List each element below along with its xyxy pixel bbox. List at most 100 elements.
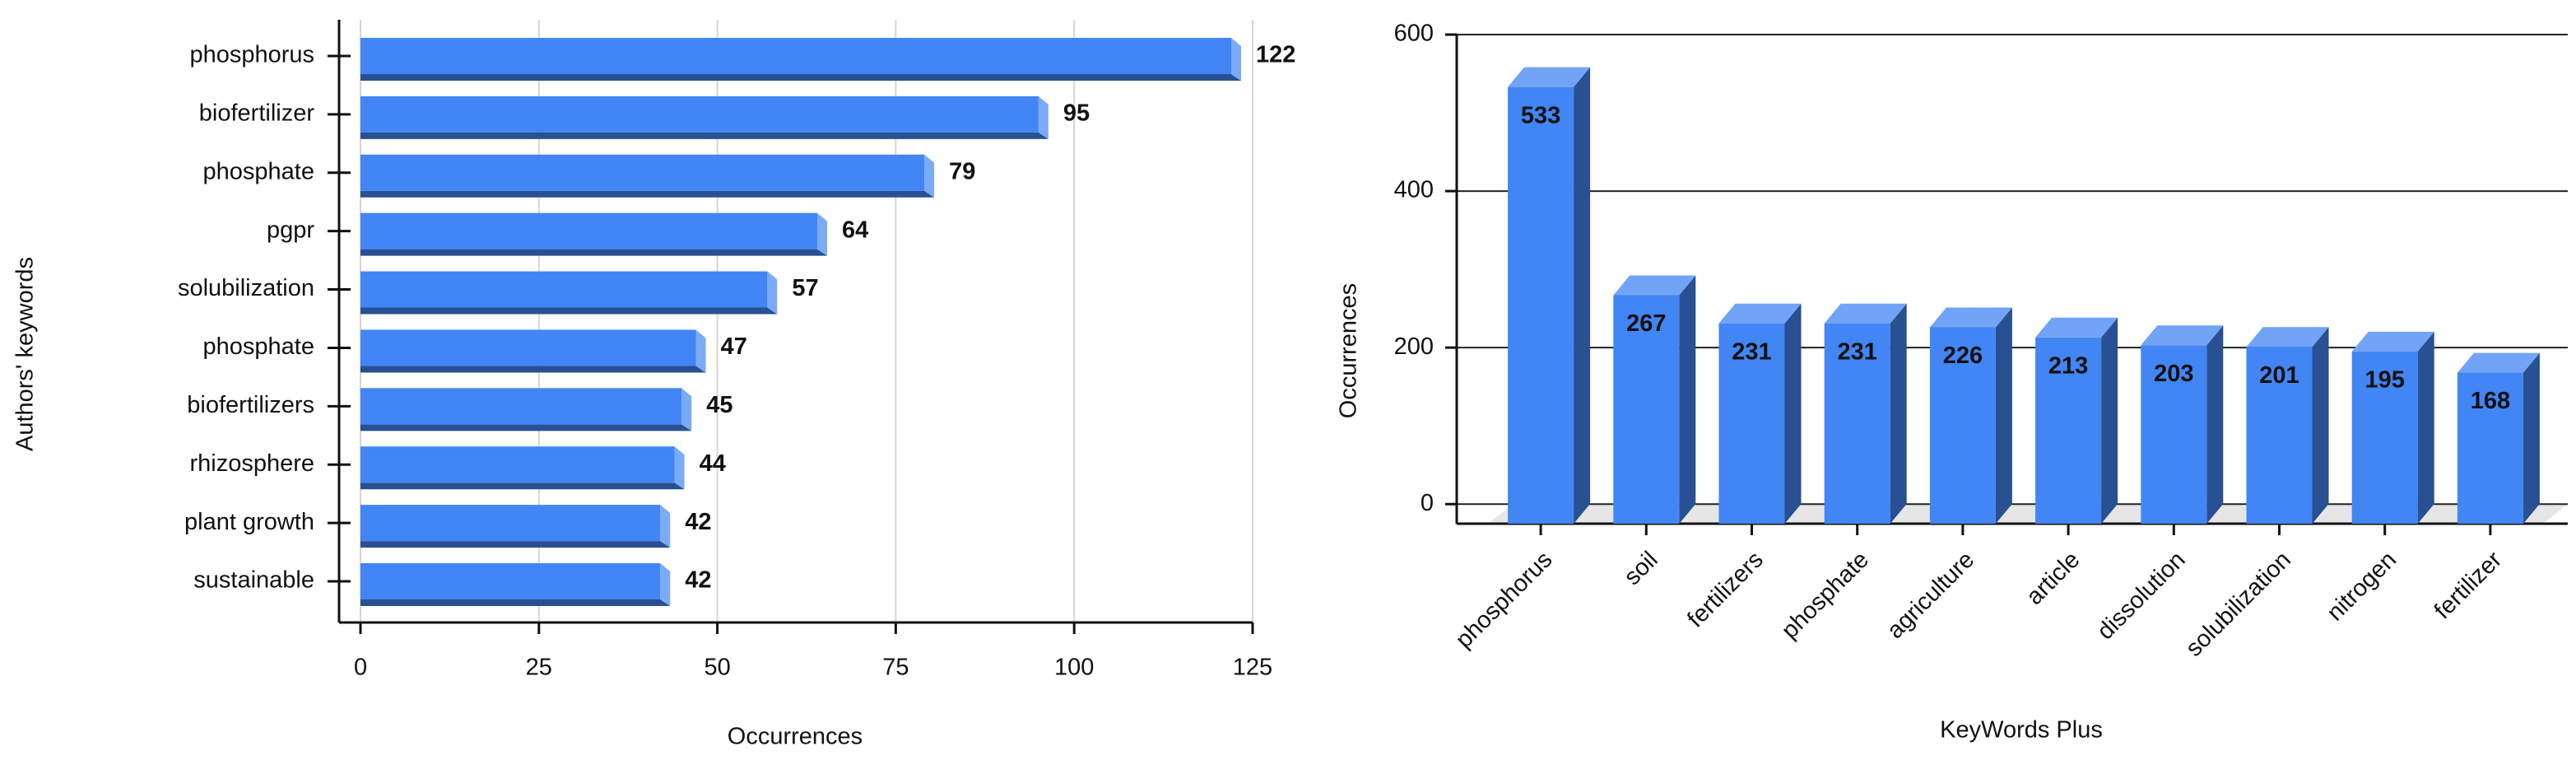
value-label: 213 — [2048, 352, 2088, 379]
value-label: 42 — [685, 567, 711, 594]
bar — [2351, 351, 2418, 524]
y-tick-label: pgpr — [267, 217, 314, 243]
bar-side — [1230, 38, 1241, 81]
bar-side — [2206, 325, 2224, 524]
bar-side — [1784, 303, 1802, 524]
bar-side — [2101, 317, 2118, 524]
x-tick-label: soil — [1619, 547, 1662, 590]
y-tick-label: solubilization — [178, 275, 314, 301]
bar-shadow — [360, 249, 828, 256]
value-label: 168 — [2471, 388, 2510, 414]
y-tick-label: sustainable — [193, 567, 314, 594]
value-label: 64 — [842, 217, 868, 243]
bar-shadow — [360, 483, 685, 490]
bar-top — [1718, 303, 1802, 324]
value-label: 231 — [1838, 338, 1877, 365]
x-axis-title: Occurrences — [728, 724, 863, 750]
value-label: 203 — [2154, 361, 2193, 387]
x-axis-title: KeyWords Plus — [1940, 717, 2103, 744]
value-label: 47 — [721, 333, 747, 360]
bar — [360, 329, 696, 366]
value-label: 122 — [1256, 42, 1295, 68]
value-label: 201 — [2259, 362, 2299, 389]
value-label: 44 — [700, 450, 726, 477]
value-label: 533 — [1521, 102, 1560, 128]
y-tick-label: plant growth — [184, 509, 314, 535]
bar — [360, 505, 661, 542]
y-tick-label: phosphate — [203, 333, 314, 360]
bar-shadow — [360, 424, 692, 431]
y-tick-label: 200 — [1394, 333, 1434, 360]
bar — [360, 38, 1231, 74]
bar-side — [767, 271, 778, 315]
bar-top — [1508, 67, 1591, 87]
x-tick-label: phosphate — [1777, 547, 1874, 644]
bar — [2141, 345, 2207, 524]
x-tick-label: article — [2021, 547, 2085, 610]
bar-top — [2141, 325, 2224, 346]
bar-side — [817, 212, 828, 256]
y-tick-label: 400 — [1394, 177, 1434, 203]
bar-side — [660, 563, 671, 606]
bar-side — [1890, 303, 1907, 524]
bar-side — [674, 446, 685, 490]
x-tick-label: 0 — [354, 655, 367, 681]
bar-side — [924, 154, 935, 198]
bar-side — [681, 388, 692, 431]
value-label: 195 — [2365, 367, 2405, 394]
y-tick-label: 0 — [1421, 490, 1434, 516]
bar — [1929, 327, 1996, 524]
value-label: 231 — [1732, 338, 1771, 365]
y-tick-label: biofertilizer — [199, 100, 315, 127]
bar — [360, 271, 768, 308]
bar — [1613, 295, 1680, 524]
y-axis-title: Occurrences — [1336, 283, 1362, 418]
bar-shadow — [360, 74, 1241, 81]
bar-top — [2246, 327, 2329, 347]
y-tick-label: 600 — [1394, 21, 1434, 47]
y-tick-label: biofertilizers — [187, 392, 314, 418]
value-label: 95 — [1063, 100, 1090, 127]
bar-side — [2523, 352, 2540, 524]
y-tick-label: phosphate — [203, 158, 314, 184]
bar-shadow — [360, 132, 1049, 139]
bar — [360, 446, 675, 483]
bar-side — [2312, 327, 2329, 524]
x-tick-label: 50 — [704, 655, 730, 681]
value-label: 226 — [1943, 343, 1983, 369]
bar-shadow — [360, 307, 778, 315]
bar-top — [1613, 275, 1696, 296]
bar-top — [2035, 317, 2118, 338]
bar-top — [1929, 307, 2012, 328]
bar — [360, 154, 925, 191]
bar-shadow — [360, 599, 671, 606]
value-label: 57 — [792, 275, 818, 301]
bar — [2035, 337, 2102, 524]
bar-side — [2417, 331, 2434, 524]
x-tick-label: fertilizer — [2430, 546, 2508, 624]
value-label: 267 — [1626, 310, 1666, 337]
x-tick-label: agriculture — [1882, 547, 1979, 644]
x-tick-label: dissolution — [2092, 547, 2191, 646]
x-tick-label: 25 — [526, 655, 552, 681]
bar — [1718, 323, 1785, 524]
value-label: 45 — [706, 392, 732, 418]
y-tick-label: phosphorus — [189, 42, 314, 68]
bar-shadow — [360, 190, 935, 198]
bar — [1824, 323, 1890, 524]
bar — [360, 212, 818, 249]
x-tick-label: fertilizers — [1682, 547, 1769, 633]
bar-side — [1574, 67, 1591, 524]
bar-side — [695, 329, 706, 373]
bar-side — [660, 505, 671, 548]
x-tick-label: 75 — [882, 655, 909, 681]
bar — [2457, 372, 2523, 524]
bar-side — [1038, 96, 1049, 139]
bar-top — [2457, 352, 2540, 373]
y-axis-title: Authors' keywords — [12, 257, 39, 451]
bar-side — [1679, 275, 1696, 524]
bar — [360, 563, 661, 599]
bar-shadow — [360, 366, 706, 373]
x-tick-label: 100 — [1054, 655, 1094, 681]
